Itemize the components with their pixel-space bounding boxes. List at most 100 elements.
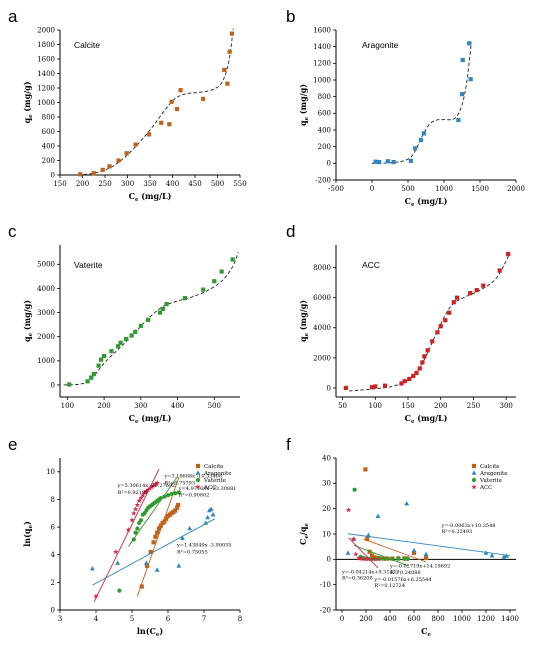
point-d-point-0 (343, 385, 348, 391)
point-c-point-9 (118, 340, 123, 345)
panel-name-a: Calcite (74, 40, 100, 50)
legend-marker-e-point-0 (195, 463, 201, 469)
legend-marker-f-point-2 (471, 477, 477, 483)
x-tick-label-c-4: 500 (208, 402, 221, 410)
e-calcite-point-1 (145, 563, 150, 568)
x-tick-label-d-3: 200 (434, 402, 447, 410)
e-vaterite-point-20 (173, 491, 178, 496)
point-c-point-2 (89, 375, 94, 380)
e-calcite-point-2 (148, 549, 153, 555)
y-tick-label-b-7: 1200 (313, 60, 331, 68)
point-a-point-7 (147, 132, 152, 137)
x-axis-title-d: Ce (mg/L) (405, 413, 448, 425)
e-aragonite-point-4 (176, 563, 182, 568)
f-vaterite-point-8 (390, 556, 395, 561)
point-c-point-20 (212, 279, 217, 284)
point-a-point-11 (174, 106, 180, 112)
fit-equation-f-2: y=-0.02719x+14.19692 (389, 563, 450, 569)
fit-equation-e-0: y=5.30614x -20.27692 (117, 483, 176, 489)
x-tick-label-e-3: 6 (166, 615, 171, 623)
y-tick-label-b-0: -200 (315, 176, 331, 184)
point-d-point-7 (411, 373, 416, 379)
point-d-point-11 (422, 354, 427, 359)
legend-marker-e-point-2 (195, 477, 201, 483)
e-calcite-point-3 (151, 540, 156, 545)
point-a-point-9 (167, 122, 172, 127)
e-aragonite-point-1 (115, 560, 120, 565)
e-acc-point-2 (125, 527, 132, 533)
x-tick-label-a-2: 250 (98, 180, 111, 188)
x-tick-label-e-5: 8 (238, 615, 242, 623)
e-aragonite-point-7 (203, 520, 209, 525)
x-tick-label-f-4: 800 (431, 615, 444, 623)
x-tick-label-a-4: 350 (143, 180, 156, 188)
f-aragonite-point-3 (375, 513, 381, 519)
x-tick-label-a-5: 400 (166, 180, 179, 188)
y-tick-label-e-5: 10 (46, 468, 55, 476)
y-tick-label-f-3: 10 (322, 530, 331, 538)
fit-equation-e-5: R²=0.90802 (179, 493, 210, 499)
e-aragonite-point-0 (90, 565, 95, 571)
x-axis-title-a: Ce (mg/L) (129, 191, 172, 203)
point-c-point-18 (182, 295, 187, 301)
y-tick-label-d-0: 0 (327, 384, 331, 392)
y-tick-label-b-9: 1600 (313, 26, 331, 34)
point-c-point-14 (146, 317, 151, 322)
e-vaterite-point-5 (138, 518, 144, 523)
f-calcite-point-6 (380, 556, 385, 561)
point-a-point-2 (100, 167, 105, 173)
point-a-point-6 (133, 142, 138, 147)
point-d-point-6 (407, 376, 412, 382)
x-tick-label-f-6: 1200 (477, 615, 495, 623)
point-b-point-7 (421, 131, 426, 136)
point-d-point-1 (369, 385, 375, 390)
legend-label-f-1: Aragonite (479, 471, 507, 477)
e-acc-point-4 (131, 510, 137, 516)
fit-line-f-vaterite (353, 544, 409, 567)
point-a-point-10 (169, 99, 174, 104)
e-aragonite-point-5 (180, 535, 185, 540)
f-vaterite-point-7 (383, 556, 388, 561)
point-d-point-22 (481, 283, 486, 288)
point-d-point-18 (451, 300, 456, 305)
panel-letter-c: c (8, 222, 17, 241)
point-a-point-15 (225, 81, 230, 86)
f-acc-point-6 (365, 556, 372, 562)
point-d-point-24 (506, 251, 511, 257)
e-acc-point-7 (136, 498, 142, 504)
panel-letter-f: f (286, 435, 291, 454)
e-vaterite-point-21 (176, 490, 181, 495)
e-aragonite-point-2 (144, 560, 149, 565)
point-c-point-22 (230, 257, 235, 262)
panel-name-d: ACC (362, 260, 380, 270)
f-acc-point-7 (370, 556, 376, 562)
fit-curve-b (371, 42, 472, 164)
y-tick-label-e-4: 8 (51, 496, 55, 504)
f-acc-point-2 (353, 551, 359, 557)
y-axis-title-b: qe (mg/g) (298, 84, 310, 126)
legend-marker-e-point-3 (195, 484, 201, 490)
y-tick-label-c-0: 0 (51, 381, 55, 389)
y-tick-label-f-2: 0 (327, 556, 331, 564)
x-tick-label-e-2: 5 (130, 615, 134, 623)
y-tick-label-d-4: 8000 (313, 264, 331, 272)
f-acc-point-1 (350, 536, 357, 542)
legend-label-f-3: ACC (479, 485, 492, 491)
point-c-point-21 (219, 269, 224, 274)
e-aragonite-point-3 (154, 567, 160, 572)
fit-curve-a (77, 28, 234, 176)
x-tick-label-f-7: 1400 (501, 615, 519, 623)
f-calcite-point-3 (369, 553, 375, 558)
point-a-point-5 (124, 151, 129, 156)
fit-line-f-calcite (363, 538, 427, 563)
x-tick-label-b-2: 500 (401, 185, 414, 193)
x-tick-label-f-0: 0 (340, 615, 344, 623)
f-calcite-point-13 (423, 555, 429, 561)
e-aragonite-point-10 (208, 506, 214, 511)
point-a-point-12 (178, 88, 183, 93)
y-tick-label-e-3: 6 (51, 523, 56, 531)
x-tick-label-b-0: -500 (328, 185, 344, 193)
y-tick-label-a-3: 600 (42, 128, 55, 136)
f-vaterite-point-9 (396, 556, 401, 561)
